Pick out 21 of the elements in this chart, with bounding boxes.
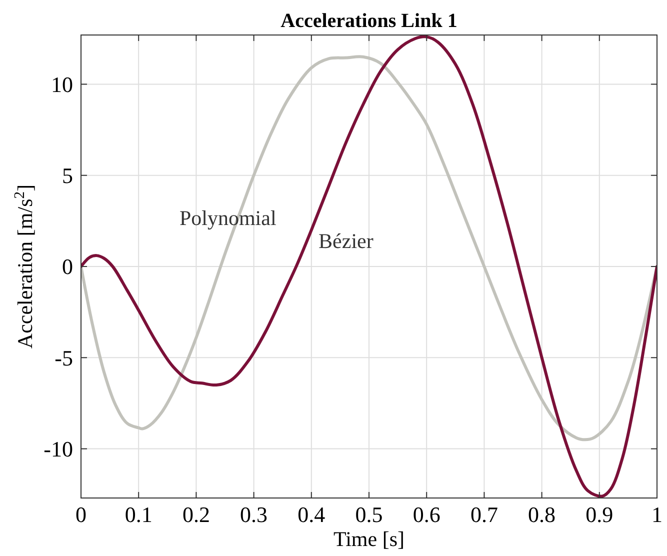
y-tick-label: 5 bbox=[62, 163, 73, 188]
y-tick-label: -5 bbox=[54, 345, 73, 370]
x-tick-label: 0.1 bbox=[124, 502, 152, 527]
line-series bbox=[81, 55, 657, 442]
chart-title: Accelerations Link 1 bbox=[280, 10, 458, 32]
series-label: Polynomial bbox=[179, 206, 276, 230]
x-tick-label: 0.6 bbox=[412, 502, 440, 527]
x-tick-label: 0.4 bbox=[298, 502, 326, 527]
series-label: Bézier bbox=[318, 228, 374, 253]
y-tick-label: -10 bbox=[44, 436, 73, 462]
x-tick-label: 1 bbox=[652, 502, 662, 527]
x-axis-title: Time [s] bbox=[334, 527, 404, 551]
x-tick-label: 0.7 bbox=[470, 502, 498, 527]
x-tick-label: 0.2 bbox=[182, 502, 210, 527]
line-series bbox=[81, 35, 657, 498]
x-tick-label: 0.9 bbox=[586, 502, 614, 527]
y-tick-label: 10 bbox=[51, 72, 73, 97]
y-tick-label: 0 bbox=[62, 254, 73, 280]
x-tick-label: 0.3 bbox=[240, 502, 268, 527]
x-tick-label: 0.5 bbox=[355, 502, 383, 527]
x-tick-label: 0.8 bbox=[528, 502, 556, 527]
